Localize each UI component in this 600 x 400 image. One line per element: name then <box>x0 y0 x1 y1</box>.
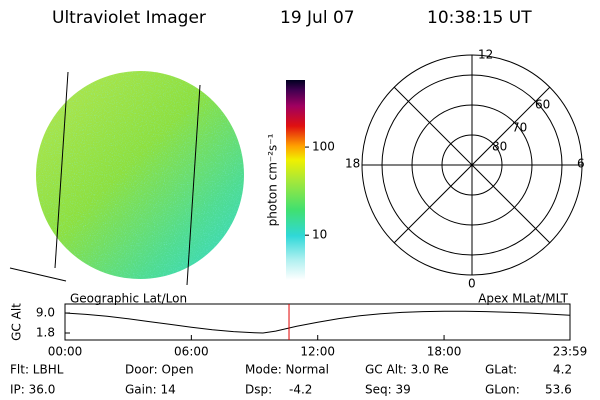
status-field: GC Alt: 3.0 Re <box>365 363 449 377</box>
mlt-label: 6 <box>577 157 585 171</box>
status-field: Dsp: <box>245 383 272 397</box>
status-field: Mode: Normal <box>245 363 329 377</box>
mlt-label: 12 <box>478 48 493 62</box>
x-tick-label: 23:59 <box>553 345 588 359</box>
status-field: Flt: LBHL <box>10 363 64 377</box>
x-tick-label: 06:00 <box>174 345 209 359</box>
x-tick-label: 12:00 <box>300 345 335 359</box>
disk-noise <box>36 71 244 279</box>
status-field: -4.2 <box>289 383 312 397</box>
mlt-label: 18 <box>345 157 360 171</box>
altitude-line <box>64 310 571 334</box>
y-label: GC Alt <box>10 303 24 341</box>
date: 19 Jul 07 <box>280 8 355 28</box>
status-field: Door: Open <box>125 363 194 377</box>
colorbar-label: photon cm⁻²s⁻¹ <box>266 133 280 226</box>
title: Ultraviolet Imager <box>52 8 206 28</box>
y-tick-label: 9.0 <box>36 306 55 320</box>
image <box>9 71 244 286</box>
time: 10:38:15 UT <box>427 8 532 28</box>
status-field: IP: 36.0 <box>10 383 55 397</box>
mlt-label: 0 <box>468 277 476 291</box>
lat-label: 60 <box>535 98 550 112</box>
lat-label: 70 <box>512 121 527 135</box>
colorbar <box>286 80 305 280</box>
colorbar-tick-label: 100 <box>312 140 335 154</box>
status-field: Seq: 39 <box>365 383 411 397</box>
x-tick-label: 00:00 <box>48 345 83 359</box>
x-tick-label: 18:00 <box>427 345 462 359</box>
grid-line <box>9 267 67 282</box>
status-field: 4.2 <box>553 363 572 377</box>
y-tick-label: 1.8 <box>36 326 55 340</box>
polar-grid <box>361 54 583 276</box>
status-field: GLon: <box>485 383 520 397</box>
colorbar-tick-label: 10 <box>312 228 327 242</box>
status-field: Gain: 14 <box>125 383 176 397</box>
spoke <box>393 86 551 244</box>
grid-line <box>186 84 201 286</box>
left-label: Geographic Lat/Lon <box>70 292 187 306</box>
lat-label: 80 <box>492 140 507 154</box>
grid-line <box>54 71 69 269</box>
status-field: GLat: <box>485 363 517 377</box>
right-label: Apex MLat/MLT <box>478 292 568 306</box>
status-field: 53.6 <box>545 383 572 397</box>
